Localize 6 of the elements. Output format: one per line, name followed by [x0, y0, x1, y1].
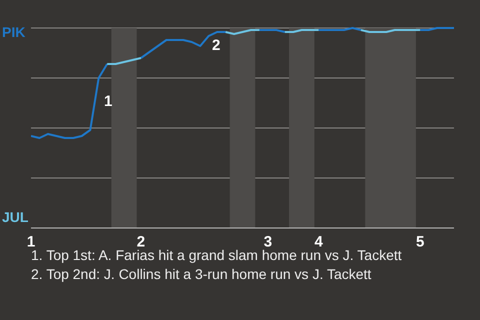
text: PIK [2, 24, 26, 40]
text: 2. Top 2nd: J. Collins hit a 3-run home run vs J. Tackett [31, 265, 372, 284]
x-tick-label: 5 [416, 234, 424, 251]
annotation: 2 [212, 37, 220, 54]
annotation: 1 [104, 93, 112, 110]
text: JUL [2, 209, 28, 225]
